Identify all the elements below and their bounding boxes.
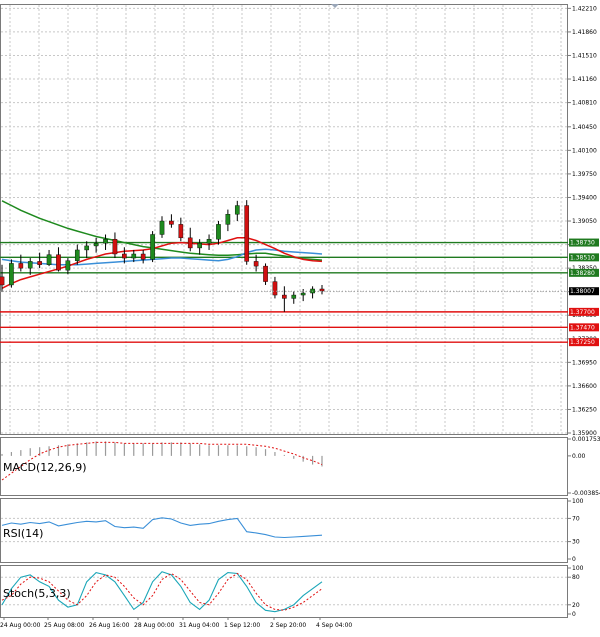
y-tick-label: 1.41860 [572, 29, 597, 36]
candle-up [9, 263, 14, 286]
candle-up [65, 260, 71, 271]
rsi-label: RSI(14) [3, 527, 43, 540]
candle-up [46, 254, 52, 265]
candle-up [197, 243, 202, 249]
y-tick-label: 1.36250 [572, 406, 597, 413]
x-tick-label: 24 Aug 00:00 [0, 622, 41, 629]
rsi-tick-label: 70 [572, 515, 580, 522]
candle-up [291, 294, 297, 299]
y-tick-label: 1.42210 [572, 5, 597, 12]
x-tick-label: 31 Aug 04:00 [179, 622, 220, 629]
candle-down [112, 238, 118, 255]
candle-down [140, 253, 146, 260]
stoch-label: Stoch(5,3,3) [3, 587, 71, 600]
scroll-marker-icon [331, 4, 339, 8]
x-tick-label: 4 Sep 04:00 [316, 622, 352, 629]
level-badge [569, 253, 599, 262]
candle-up [159, 220, 165, 235]
candle-down [56, 254, 61, 271]
y-tick-label: 1.40100 [572, 147, 597, 154]
candle-down [18, 263, 24, 269]
candle-down [253, 261, 259, 267]
macd-label: MACD(12,26,9) [3, 461, 87, 474]
y-tick-label: 1.40450 [572, 124, 597, 131]
candle-up [206, 238, 212, 244]
ma-mid-line [1, 248, 323, 266]
candle-up [27, 261, 33, 269]
pane-frame-macd [0, 437, 568, 496]
candle-up [234, 205, 240, 215]
stoch-signal-line [1, 572, 323, 611]
y-tick-label: 1.41160 [572, 76, 597, 83]
y-tick-label: 1.36600 [572, 383, 597, 390]
level-label: 1.38280 [570, 270, 595, 277]
candle-up [131, 253, 137, 259]
level-label: 1.38730 [570, 240, 595, 247]
stoch-tick-label: 0 [572, 611, 576, 618]
level-label: 1.37250 [570, 339, 595, 346]
candle-down [244, 205, 250, 262]
pane-frame-rsi [0, 498, 568, 563]
candle-up [216, 224, 221, 240]
candle-down [187, 237, 193, 249]
level-badge [569, 338, 599, 347]
x-tick-label: 2 Sep 20:00 [270, 622, 306, 629]
candle-up [84, 245, 90, 251]
macd-tick-label: 0.00 [572, 453, 586, 460]
stoch-tick-label: 20 [572, 602, 580, 609]
candle-up [300, 292, 306, 296]
rsi-tick-label: 30 [572, 539, 580, 546]
macd-signal-line [1, 441, 323, 481]
candle-down [263, 265, 268, 282]
candle-up [103, 238, 108, 244]
stoch-main-line [1, 571, 323, 613]
rsi-line [1, 517, 323, 539]
rsi-tick-label: 0 [572, 556, 576, 563]
candle-down [319, 288, 325, 292]
ma-slow-line [1, 200, 323, 261]
level-label: 1.38510 [570, 254, 595, 261]
y-tick-label: 1.35900 [572, 430, 597, 437]
level-badge [569, 323, 599, 332]
y-tick-label: 1.39400 [572, 194, 597, 201]
x-tick-label: 28 Aug 00:00 [134, 622, 175, 629]
y-tick-label: 1.41510 [572, 52, 597, 59]
candle-down [272, 281, 278, 296]
candle-up [150, 234, 155, 260]
candle-up [74, 249, 80, 261]
candle-down [122, 253, 127, 259]
level-label: 1.37470 [570, 324, 595, 331]
level-label: 1.37700 [570, 309, 595, 316]
candle-up [225, 214, 231, 225]
y-tick-label: 1.39750 [572, 171, 597, 178]
price-label: 1.38007 [570, 288, 595, 295]
candle-up [93, 243, 99, 247]
candle-down [37, 261, 42, 265]
stoch-tick-label: 80 [572, 574, 580, 581]
macd-tick-label: 0.001753 [572, 436, 600, 443]
pane-frame-main [0, 4, 568, 435]
macd-tick-label: -0.003854 [572, 490, 600, 497]
level-badge [569, 238, 599, 247]
y-tick-label: 1.36950 [572, 359, 597, 366]
ma-fast-line [1, 237, 323, 289]
y-tick-label: 1.39050 [572, 218, 597, 225]
candle-down [0, 276, 5, 286]
y-tick-label: 1.38350 [572, 265, 597, 272]
level-badge [569, 307, 599, 316]
y-tick-label: 1.40810 [572, 100, 597, 107]
candle-down [178, 224, 184, 239]
x-tick-label: 1 Sep 12:00 [224, 622, 260, 629]
rsi-tick-label: 100 [572, 498, 584, 505]
candle-down [169, 220, 174, 225]
price-badge [569, 287, 599, 296]
x-tick-label: 25 Aug 08:00 [44, 622, 85, 629]
level-badge [569, 268, 599, 277]
x-tick-label: 26 Aug 16:00 [89, 622, 130, 629]
candle-down [282, 294, 287, 299]
stoch-tick-label: 100 [572, 565, 584, 572]
